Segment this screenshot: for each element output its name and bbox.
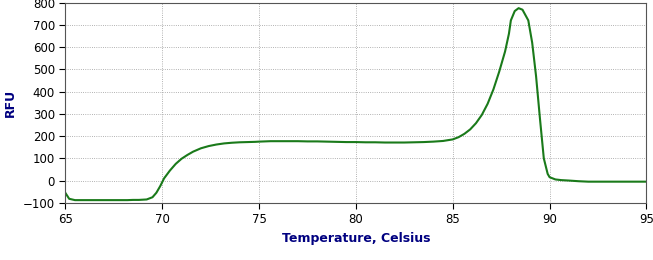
X-axis label: Temperature, Celsius: Temperature, Celsius bbox=[281, 232, 430, 245]
Y-axis label: RFU: RFU bbox=[4, 89, 17, 117]
